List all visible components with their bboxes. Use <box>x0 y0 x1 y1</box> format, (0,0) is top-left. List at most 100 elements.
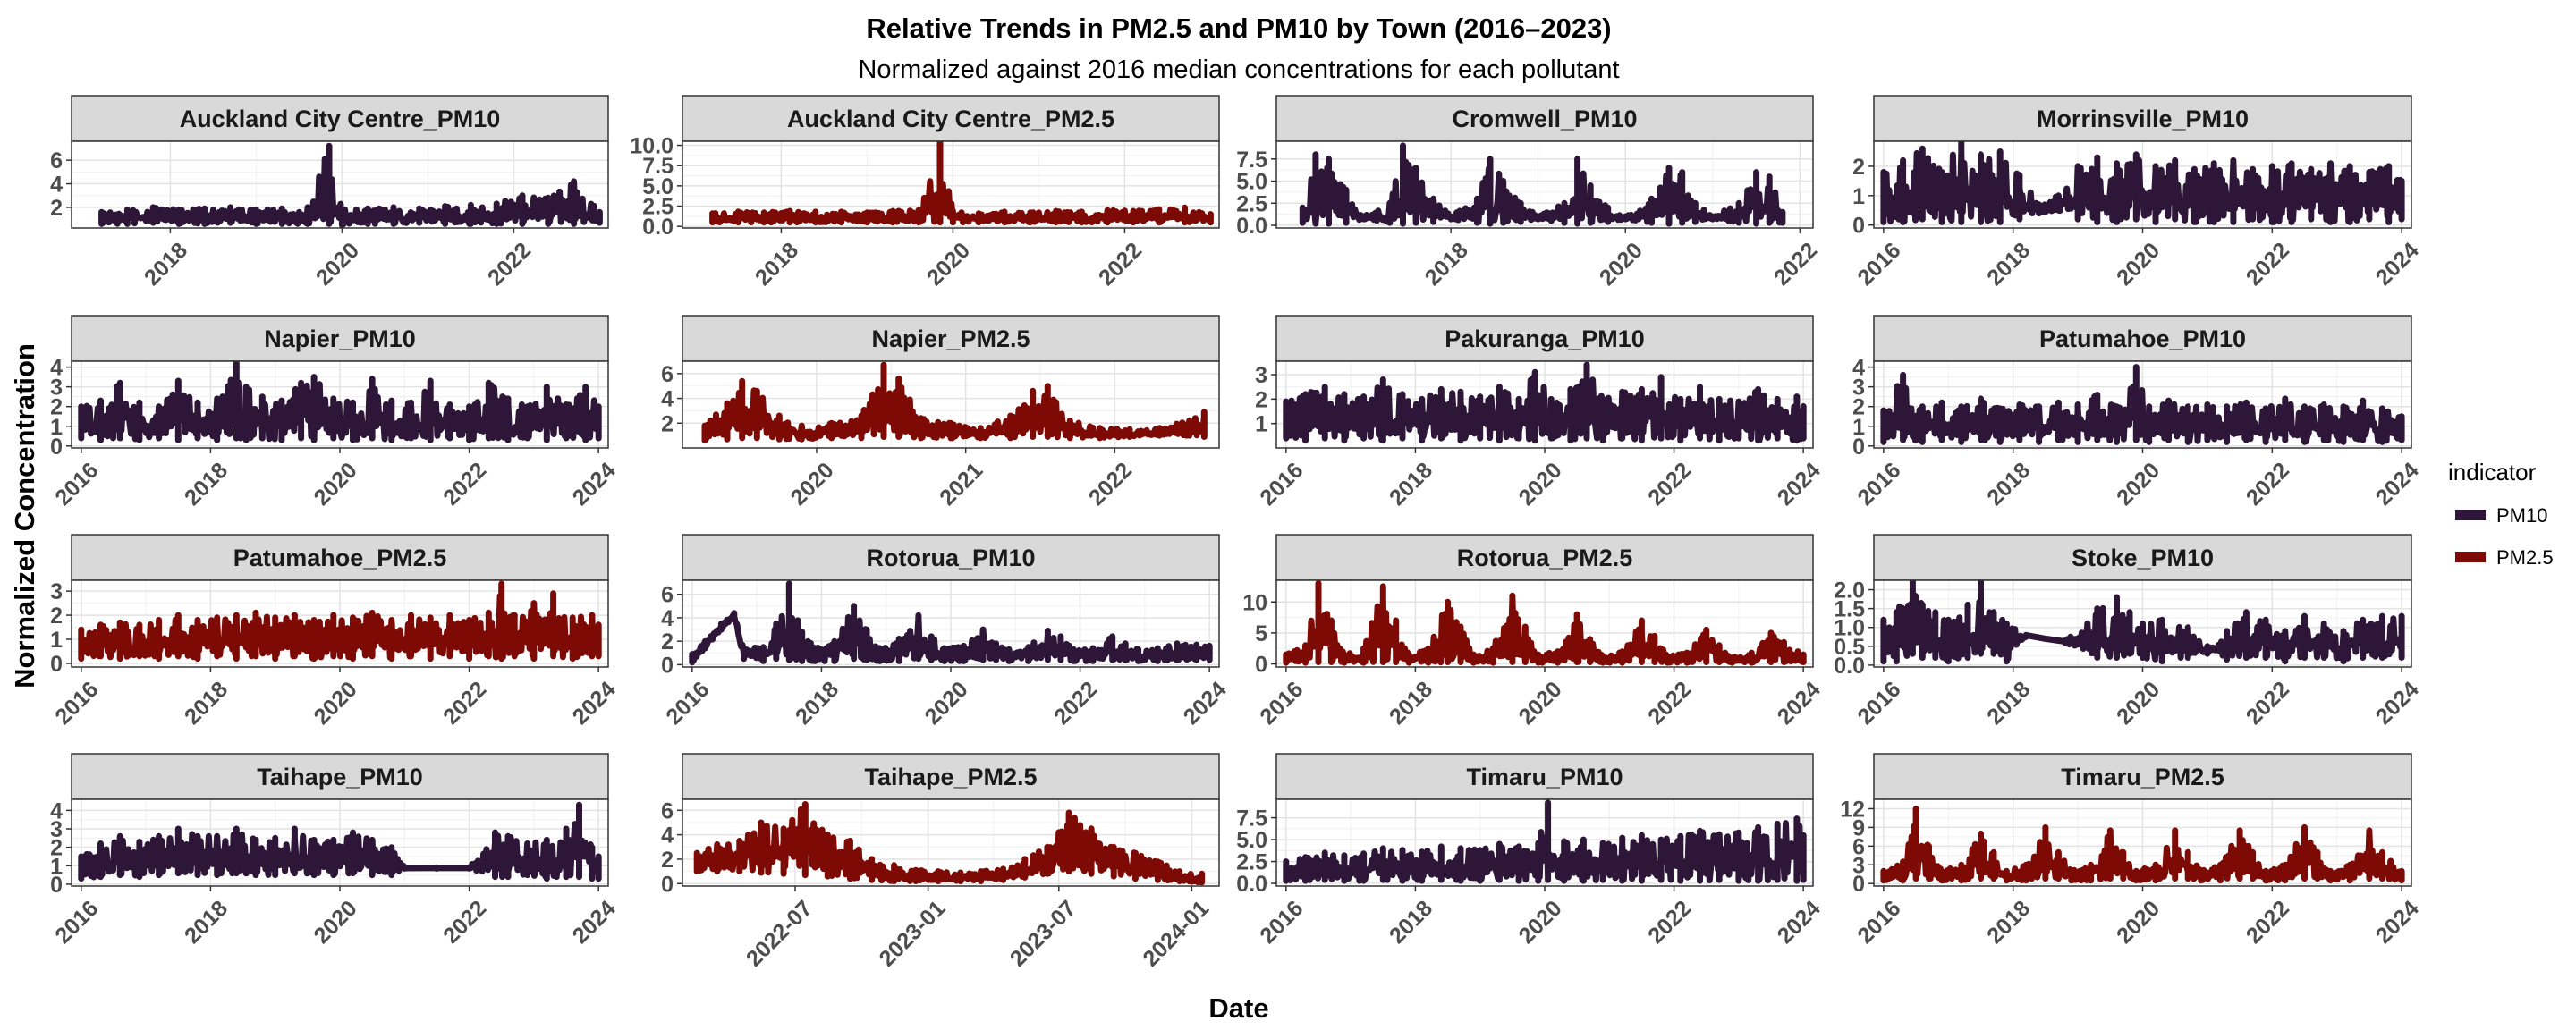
y-tick-label: 2 <box>50 836 63 861</box>
chart-subtitle: Normalized against 2016 median concentra… <box>858 55 1619 84</box>
y-tick-label: 0 <box>1255 653 1267 678</box>
strip-morrinsville-pm10 <box>1873 95 2412 142</box>
y-tick-label: 2 <box>1852 155 1865 180</box>
x-tick-label: 2024 <box>1773 896 1826 949</box>
y-tick-label: 4 <box>50 356 63 381</box>
x-tick-label: 2022 <box>1643 896 1696 949</box>
y-tick-label: 0.5 <box>1834 635 1865 660</box>
legend-label-pm10: PM10 <box>2496 504 2547 527</box>
strip-label: Napier_PM10 <box>264 325 416 352</box>
x-tick-label: 2016 <box>50 458 103 511</box>
x-tick-label: 2024 <box>2371 677 2424 730</box>
y-tick-label: 3 <box>50 579 63 604</box>
x-tick-label: 2020 <box>2112 458 2165 511</box>
x-tick-label: 2016 <box>50 677 103 730</box>
panel-border <box>682 360 1220 449</box>
strip-label: Stoke_PM10 <box>2072 545 2214 571</box>
strip-label: Napier_PM2.5 <box>871 325 1030 352</box>
x-tick-label: 2018 <box>1982 458 2035 511</box>
x-tick-label: 2020 <box>1514 896 1567 949</box>
series-line-pm10 <box>1880 141 2405 225</box>
series-line-pm10 <box>1299 142 1786 227</box>
legend-label-pm25: PM2.5 <box>2496 546 2554 569</box>
strip-label: Auckland City Centre_PM2.5 <box>787 106 1114 132</box>
y-tick-label: 2 <box>661 411 674 436</box>
x-tick-label: 2024 <box>568 896 621 949</box>
y-tick-label: 6 <box>661 798 674 823</box>
x-tick-label: 2020 <box>920 677 973 730</box>
x-tick-label: 2018 <box>1385 677 1437 730</box>
x-tick-label: 2022 <box>1094 238 1147 291</box>
panel-border <box>682 140 1220 229</box>
y-tick-label: 4 <box>50 173 63 198</box>
y-tick-label: 2 <box>661 848 674 873</box>
x-tick-label: 2018 <box>1420 238 1473 291</box>
series-line-pm10 <box>689 580 1213 666</box>
y-tick-label: 7.5 <box>642 154 674 179</box>
y-tick-label: 4 <box>50 798 63 823</box>
series-line-pm2-5 <box>78 580 602 663</box>
y-tick-label: 2 <box>50 604 63 629</box>
y-tick-label: 0.0 <box>1834 654 1865 679</box>
y-tick-label: 5 <box>1255 621 1267 646</box>
x-tick-label: 2022 <box>438 458 491 511</box>
y-tick-label: 1 <box>1852 184 1865 209</box>
legend-entry-pm10: PM10 <box>2455 504 2547 527</box>
y-tick-label: 2.0 <box>1834 578 1865 604</box>
y-tick-label: 0 <box>50 435 63 460</box>
y-tick-label: 3 <box>1255 363 1267 388</box>
x-tick-label: 2018 <box>791 677 843 730</box>
x-tick-label: 2018 <box>180 677 233 730</box>
x-tick-label: 2020 <box>309 677 362 730</box>
strip-label: Patumahoe_PM10 <box>2039 325 2246 352</box>
y-tick-label: 2 <box>1255 387 1267 412</box>
strip-napier-pm2-5 <box>682 315 1220 362</box>
series-line-pm10 <box>1880 580 2405 665</box>
x-tick-label: 2024 <box>568 458 621 511</box>
x-tick-label: 2018 <box>180 896 233 949</box>
x-tick-label: 2016 <box>661 677 714 730</box>
y-tick-label: 10 <box>1242 590 1267 615</box>
x-tick-label: 2018 <box>750 238 803 291</box>
panel-timaru-pm10: Timaru_PM10 0.02.55.07.5 2016 2018 2020 2022 2… <box>1236 753 1826 949</box>
x-axis-title: Date <box>1208 992 1268 1024</box>
x-tick-label: 2022 <box>438 677 491 730</box>
x-tick-label: 2022 <box>2241 458 2294 511</box>
legend-entry-pm25: PM2.5 <box>2455 546 2554 569</box>
x-tick-label: 2020 <box>1514 458 1567 511</box>
strip-label: Taihape_PM10 <box>257 764 423 790</box>
strip-label: Timaru_PM10 <box>1466 764 1623 790</box>
panel-stoke-pm10: Stoke_PM10 0.00.51.01.52.0 2016 2018 2020 202… <box>1834 534 2424 730</box>
y-tick-label: 1.0 <box>1834 616 1865 641</box>
y-tick-label: 0.0 <box>642 215 674 240</box>
strip-label: Cromwell_PM10 <box>1452 106 1637 132</box>
x-tick-label: 2016 <box>1255 458 1308 511</box>
legend-title: indicator <box>2448 459 2537 485</box>
x-tick-label: 2022 <box>1643 458 1696 511</box>
x-tick-label: 2022 <box>2241 677 2294 730</box>
strip-rotorua-pm2-5 <box>1275 534 1814 581</box>
y-tick-label: 0 <box>1852 872 1865 897</box>
legend: indicator PM10 PM2.5 <box>2448 459 2554 569</box>
y-tick-label: 0 <box>1852 214 1865 239</box>
x-tick-label: 2020 <box>311 238 364 291</box>
x-tick-label: 2022-07 <box>741 896 818 972</box>
strip-auckland-city-centre-pm10 <box>71 95 609 142</box>
series-line-pm10 <box>98 142 603 228</box>
y-tick-label: 2 <box>661 629 674 654</box>
series-line-pm10 <box>78 801 602 882</box>
x-tick-label: 2018 <box>1982 677 2035 730</box>
x-tick-label: 2024 <box>1773 458 1826 511</box>
x-tick-label: 2024 <box>1179 677 1232 730</box>
x-tick-label: 2022 <box>1643 677 1696 730</box>
x-tick-label: 2022 <box>1084 458 1137 511</box>
x-tick-label: 2020 <box>922 238 975 291</box>
x-tick-label: 2018 <box>140 238 192 291</box>
x-tick-label: 2023-01 <box>875 896 951 972</box>
